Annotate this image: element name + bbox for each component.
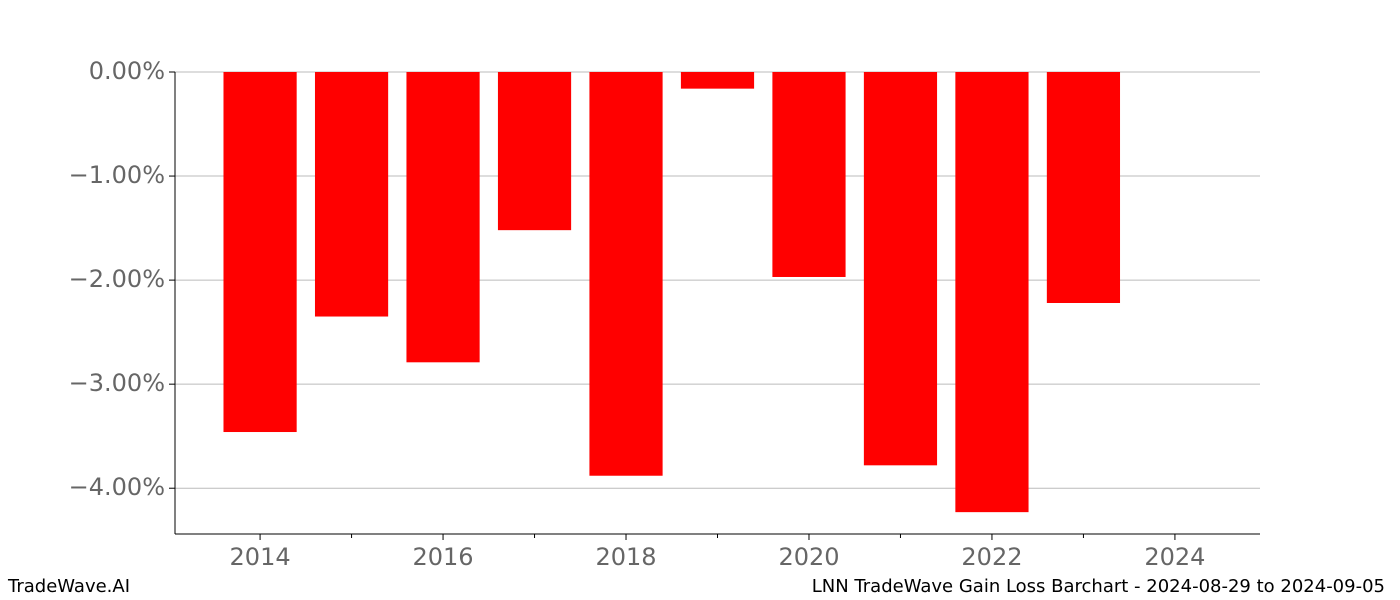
- y-tick-label: −4.00%: [69, 473, 165, 501]
- brand: TradeWave.AI: [7, 576, 130, 597]
- x-tick-label: 2014: [230, 543, 291, 571]
- bar: [863, 72, 938, 466]
- bar: [497, 72, 572, 231]
- x-tick-label: 2018: [595, 543, 656, 571]
- bar: [314, 72, 389, 317]
- y-tick-label: −1.00%: [69, 161, 165, 189]
- y-tick-label: −3.00%: [69, 369, 165, 397]
- bar: [406, 72, 480, 363]
- x-tick-label: 2016: [413, 543, 474, 571]
- bar: [680, 72, 755, 89]
- bar: [1046, 72, 1121, 303]
- x-tick-label: 2020: [778, 543, 839, 571]
- x-tick-label: 2022: [961, 543, 1022, 571]
- x-tick-label: 2024: [1144, 543, 1205, 571]
- bar: [223, 72, 297, 433]
- y-tick-label: −2.00%: [69, 265, 165, 293]
- bar: [955, 72, 1029, 513]
- bar: [589, 72, 663, 476]
- bar: [772, 72, 846, 277]
- y-tick-label: 0.00%: [89, 57, 165, 85]
- chart-title: LNN TradeWave Gain Loss Barchart - 2024-…: [812, 576, 1385, 597]
